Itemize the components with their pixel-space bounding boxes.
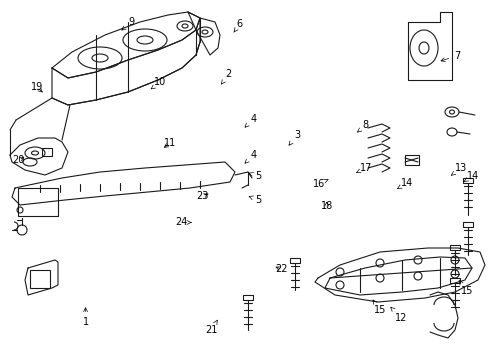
Text: 1: 1 [82, 308, 88, 327]
Text: 16: 16 [312, 179, 327, 189]
Text: 9: 9 [122, 17, 134, 30]
Text: 6: 6 [233, 19, 242, 32]
Text: 4: 4 [244, 150, 256, 163]
Text: 5: 5 [248, 171, 261, 181]
Text: 5: 5 [248, 195, 261, 205]
Text: 14: 14 [463, 171, 479, 181]
Bar [289, 258, 299, 263]
Text: 17: 17 [356, 163, 371, 174]
Text: 23: 23 [196, 191, 209, 201]
Text: 8: 8 [357, 120, 368, 132]
Text: 7: 7 [440, 51, 459, 62]
Text: 21: 21 [204, 320, 217, 336]
Bar [449, 245, 459, 250]
Text: 4: 4 [244, 114, 256, 127]
Text: 20: 20 [12, 155, 25, 165]
Bar [243, 295, 252, 300]
Text: 11: 11 [163, 138, 176, 148]
Text: 12: 12 [390, 307, 407, 323]
Text: 19: 19 [30, 82, 43, 92]
Text: 10: 10 [151, 77, 166, 89]
Text: 2: 2 [221, 69, 231, 84]
Text: 13: 13 [450, 163, 466, 175]
Text: 3: 3 [288, 130, 300, 145]
Text: 15: 15 [458, 281, 472, 296]
Bar [462, 178, 472, 183]
Bar [462, 222, 472, 227]
Bar [42, 148, 52, 156]
Bar [18, 188, 58, 216]
Bar [449, 278, 459, 283]
Text: 18: 18 [320, 201, 332, 211]
Bar [30, 270, 50, 288]
Bar [404, 155, 418, 165]
Text: 14: 14 [397, 178, 412, 189]
Text: 22: 22 [274, 264, 287, 274]
Text: 15: 15 [372, 300, 386, 315]
Text: 24: 24 [175, 217, 191, 228]
